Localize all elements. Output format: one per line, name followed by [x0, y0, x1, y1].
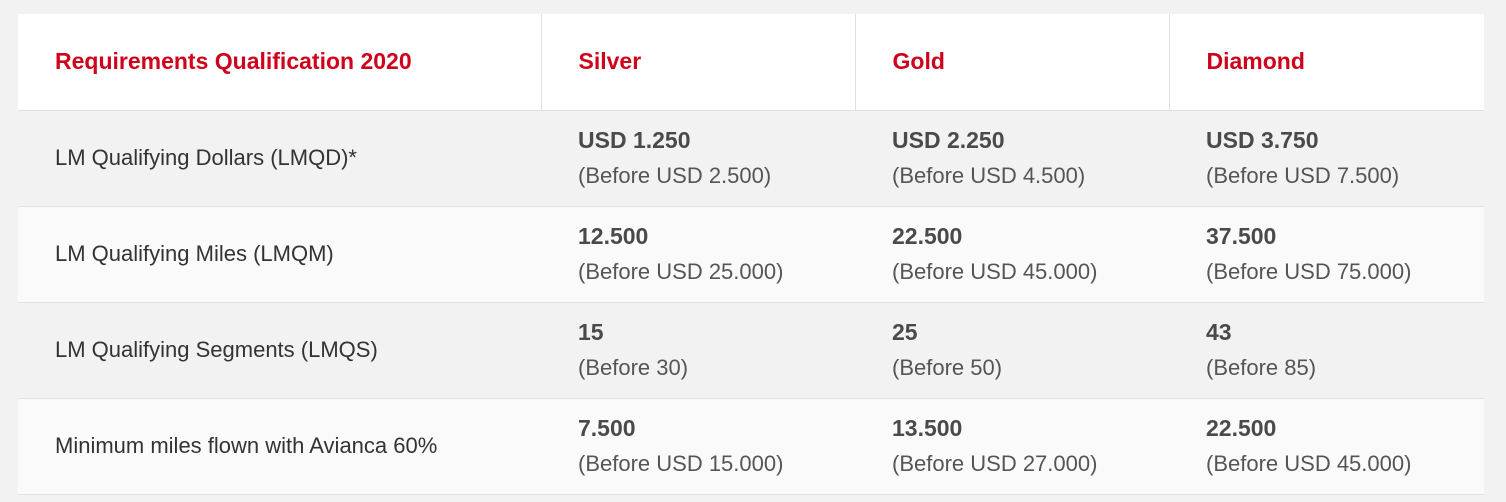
cell-diamond: USD 3.750 (Before USD 7.500): [1169, 110, 1484, 207]
requirement-value: 37.500: [1206, 223, 1277, 249]
requirement-value: 13.500: [892, 415, 963, 441]
header-gold: Gold: [855, 14, 1170, 111]
previous-value: (Before USD 27.000): [892, 451, 1098, 476]
table-row: LM Qualifying Miles (LMQM) 12.500 (Befor…: [18, 206, 1484, 303]
cell-diamond: 37.500 (Before USD 75.000): [1169, 206, 1484, 303]
requirement-value: 22.500: [892, 223, 963, 249]
cell-gold: 22.500 (Before USD 45.000): [855, 206, 1169, 303]
row-label-lmqs: LM Qualifying Segments (LMQS): [18, 302, 541, 399]
header-silver: Silver: [541, 14, 856, 111]
requirement-value: USD 3.750: [1206, 127, 1319, 153]
qualification-table-container: Requirements Qualification 2020 Silver G…: [18, 14, 1484, 495]
previous-value: (Before USD 45.000): [1206, 451, 1412, 476]
requirement-value: 43: [1206, 319, 1232, 345]
cell-silver: 15 (Before 30): [541, 302, 855, 399]
previous-value: (Before USD 45.000): [892, 259, 1098, 284]
table-row: LM Qualifying Dollars (LMQD)* USD 1.250 …: [18, 110, 1484, 207]
header-row: Requirements Qualification 2020 Silver G…: [18, 14, 1484, 111]
previous-value: (Before 30): [578, 355, 689, 380]
table-header: Requirements Qualification 2020 Silver G…: [18, 14, 1484, 111]
previous-value: (Before USD 25.000): [578, 259, 784, 284]
cell-diamond: 43 (Before 85): [1169, 302, 1484, 399]
previous-value: (Before USD 4.500): [892, 163, 1086, 188]
requirement-value: 25: [892, 319, 918, 345]
cell-silver: USD 1.250 (Before USD 2.500): [541, 110, 855, 207]
previous-value: (Before USD 15.000): [578, 451, 784, 476]
header-diamond: Diamond: [1169, 14, 1484, 111]
table-row: Minimum miles flown with Avianca 60% 7.5…: [18, 398, 1484, 495]
cell-gold: 25 (Before 50): [855, 302, 1169, 399]
requirement-value: 7.500: [578, 415, 636, 441]
previous-value: (Before USD 75.000): [1206, 259, 1412, 284]
previous-value: (Before USD 2.500): [578, 163, 772, 188]
requirement-value: 22.500: [1206, 415, 1277, 441]
previous-value: (Before 85): [1206, 355, 1317, 380]
cell-silver: 7.500 (Before USD 15.000): [541, 398, 855, 495]
cell-diamond: 22.500 (Before USD 45.000): [1169, 398, 1484, 495]
row-label-lmqd: LM Qualifying Dollars (LMQD)*: [18, 110, 541, 207]
table-body: LM Qualifying Dollars (LMQD)* USD 1.250 …: [18, 110, 1484, 495]
previous-value: (Before 50): [892, 355, 1003, 380]
previous-value: (Before USD 7.500): [1206, 163, 1400, 188]
cell-silver: 12.500 (Before USD 25.000): [541, 206, 855, 303]
cell-gold: USD 2.250 (Before USD 4.500): [855, 110, 1169, 207]
row-label-lmqm: LM Qualifying Miles (LMQM): [18, 206, 541, 303]
requirement-value: 15: [578, 319, 604, 345]
qualification-table: Requirements Qualification 2020 Silver G…: [18, 14, 1484, 495]
header-requirements: Requirements Qualification 2020: [18, 14, 542, 111]
cell-gold: 13.500 (Before USD 27.000): [855, 398, 1169, 495]
requirement-value: 12.500: [578, 223, 649, 249]
table-row: LM Qualifying Segments (LMQS) 15 (Before…: [18, 302, 1484, 399]
row-label-minimum-miles: Minimum miles flown with Avianca 60%: [18, 398, 541, 495]
requirement-value: USD 2.250: [892, 127, 1005, 153]
requirement-value: USD 1.250: [578, 127, 691, 153]
